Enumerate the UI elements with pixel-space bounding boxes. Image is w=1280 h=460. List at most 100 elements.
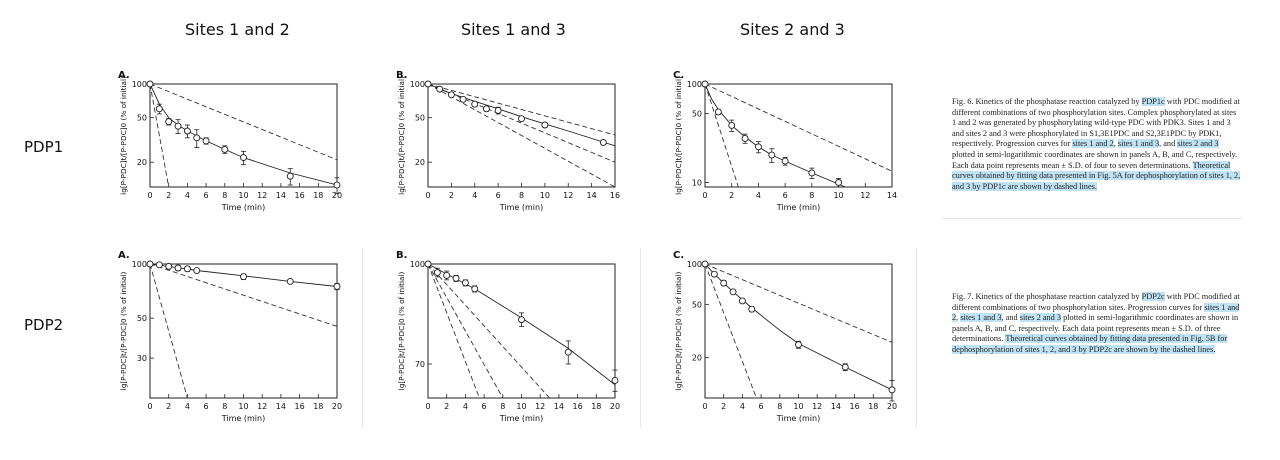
x-tick-label: 0 — [702, 402, 707, 411]
y-tick-label: 10 — [692, 178, 702, 187]
data-point — [754, 143, 762, 151]
data-point — [841, 363, 849, 371]
dashed-theoretical-line — [705, 263, 757, 398]
plot-area — [705, 263, 892, 398]
y-tick-label: 50 — [692, 110, 702, 119]
caption-segment: with PDC modified at different combinati… — [952, 292, 1240, 312]
data-point — [424, 80, 432, 88]
divider — [942, 218, 1242, 219]
caption-segment: Theoretical curves obtained by fitting d… — [952, 334, 1228, 354]
row-header-pdp1: PDP1 — [24, 138, 64, 156]
data-point — [835, 179, 843, 186]
plot-area — [150, 263, 337, 398]
plot-frame — [149, 263, 338, 399]
x-tick-label: 4 — [463, 402, 468, 411]
x-tick-label: 10 — [833, 191, 843, 200]
caption-segment: , and — [1159, 139, 1178, 149]
y-axis-label: lg[P-PDC]t/[P-PDC]0 (% of initial) — [397, 272, 406, 391]
dashed-theoretical-line — [705, 83, 892, 172]
y-axis-label: lg[P-PDC]t/[P-PDC]0 (% of initial) — [119, 76, 128, 195]
plot-area — [705, 83, 892, 187]
chart-svg: B. 0 2 4 6 8 10 12 14 16 Time (min) 100 50 20 lg[P-PDC… — [396, 70, 620, 212]
x-tick-label: 12 — [563, 191, 573, 200]
column-header-1: Sites 1 and 2 — [185, 20, 290, 39]
caption-segment: Fig. 7. Kinetics of the phosphatase reac… — [952, 292, 1142, 301]
data-point — [174, 122, 182, 130]
x-axis-label: Time (min) — [221, 203, 265, 212]
caption-segment: plotted in semi-logarithmic coordinates … — [952, 149, 1238, 170]
y-axis-label: lg[P-PDC]t/[P-PDC]0 (% of initial) — [119, 272, 128, 391]
x-tick-label: 2 — [166, 402, 171, 411]
plot-frame — [149, 83, 338, 188]
x-axis-label: Time (min) — [776, 414, 820, 423]
data-point — [443, 271, 451, 279]
column-header-3: Sites 2 and 3 — [740, 20, 845, 39]
data-point — [541, 121, 549, 129]
panel-letter: C. — [673, 70, 684, 81]
x-tick-label: 2 — [166, 191, 171, 200]
caption-segment: Fig. 6. Kinetics of the phosphatase reac… — [952, 97, 1142, 106]
panel-letter: C. — [673, 250, 684, 261]
fit-line — [705, 83, 846, 187]
dashed-theoretical-line — [428, 263, 504, 398]
x-tick-label: 0 — [425, 402, 430, 411]
dashed-theoretical-line — [428, 83, 615, 136]
plot-area — [428, 263, 615, 398]
x-tick-label: 12 — [860, 191, 870, 200]
x-tick-label: 8 — [809, 191, 814, 200]
caption-segment: sites 1 and 3 — [960, 313, 1002, 323]
x-tick-label: 14 — [276, 191, 286, 200]
dashed-theoretical-line — [150, 263, 337, 327]
dashed-theoretical-line — [428, 263, 480, 398]
x-tick-label: 0 — [702, 191, 707, 200]
x-tick-label: 8 — [519, 191, 524, 200]
x-tick-label: 12 — [535, 402, 545, 411]
x-tick-label: 6 — [496, 191, 501, 200]
data-point — [728, 121, 736, 129]
x-tick-label: 18 — [313, 191, 323, 200]
x-tick-label: 14 — [276, 402, 286, 411]
y-axis-label: lg[P-PDC]t/[P-PDC]0 (% of initial) — [397, 76, 406, 195]
caption-segment: , and — [1001, 313, 1020, 323]
x-tick-label: 16 — [295, 402, 305, 411]
x-tick-label: 12 — [257, 402, 267, 411]
data-point — [146, 80, 154, 88]
caption-segment: PDP2c — [1141, 292, 1165, 301]
dashed-theoretical-line — [150, 263, 188, 398]
x-tick-label: 0 — [425, 191, 430, 200]
x-tick-label: 14 — [887, 191, 897, 200]
data-point — [738, 297, 746, 305]
data-point — [494, 107, 502, 114]
divider — [362, 248, 363, 428]
dashed-theoretical-line — [428, 83, 615, 163]
x-tick-label: 6 — [204, 402, 209, 411]
data-point — [599, 139, 607, 146]
x-tick-label: 6 — [759, 402, 764, 411]
data-point — [720, 279, 728, 287]
data-point — [447, 91, 455, 99]
caption-segment: plotted in semi-logarithmic coordinates … — [952, 313, 1239, 344]
x-tick-label: 2 — [721, 402, 726, 411]
y-tick-label: 70 — [415, 360, 425, 369]
caption-segment: sites 1 and 2 — [1072, 139, 1114, 149]
data-point — [461, 279, 469, 287]
chart-panel-pdp1-sites-1-2: A. 0 2 4 6 8 10 12 14 16 18 20 Time (min) 100 50 20 lg[P… — [115, 66, 345, 225]
data-point — [333, 181, 341, 189]
x-tick-label: 8 — [222, 402, 227, 411]
data-point — [611, 377, 619, 384]
chart-svg: A. 0 2 4 6 8 10 12 14 16 18 20 Time (min) 100 50 20 lg[P… — [118, 70, 342, 212]
y-tick-label: 30 — [137, 354, 147, 363]
x-tick-label: 10 — [238, 402, 248, 411]
x-tick-label: 12 — [257, 191, 267, 200]
y-tick-label: 20 — [137, 158, 147, 167]
data-point — [518, 115, 525, 123]
data-point — [146, 260, 154, 268]
row-header-pdp2: PDP2 — [24, 316, 64, 334]
data-point — [174, 264, 182, 272]
data-point — [155, 105, 163, 113]
figure-6-caption: Fig. 6. Kinetics of the phosphatase reac… — [952, 97, 1242, 192]
dashed-theoretical-line — [705, 83, 739, 187]
plot-area — [428, 83, 615, 187]
dashed-theoretical-line — [150, 83, 170, 187]
data-point — [808, 169, 816, 177]
